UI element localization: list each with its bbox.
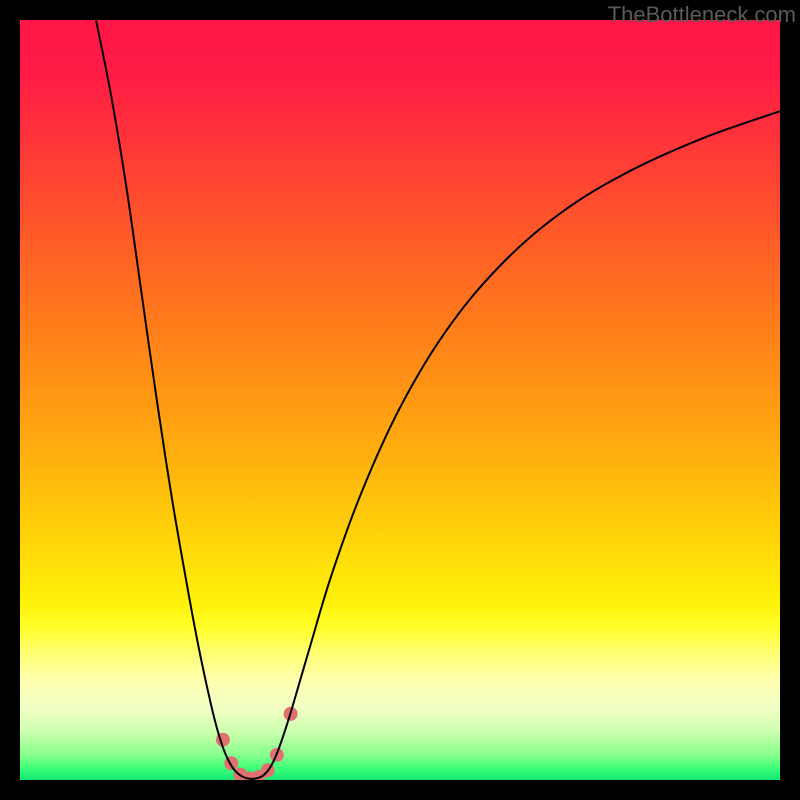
chart-frame: TheBottleneck.com [0, 0, 800, 800]
watermark-text: TheBottleneck.com [608, 2, 796, 28]
bottleneck-curve [96, 20, 780, 779]
curve-layer [20, 20, 780, 780]
marker-group [216, 707, 298, 780]
plot-area [20, 20, 780, 780]
